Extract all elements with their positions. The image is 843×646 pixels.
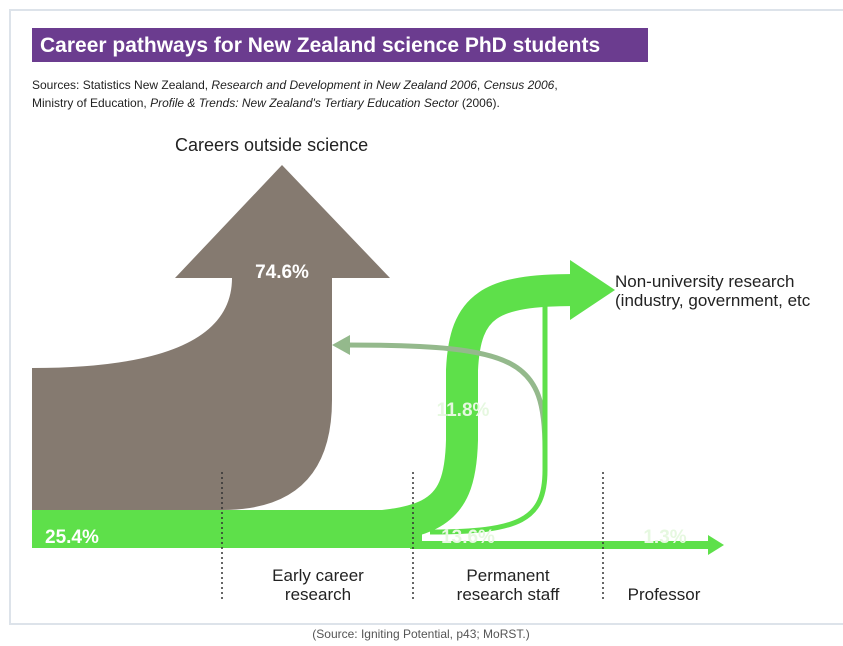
professor-share: 1.3%: [643, 527, 686, 548]
source-line: Ministry of Education, Profile & Trends:…: [32, 96, 500, 110]
nonuni-arrowhead: [570, 260, 615, 320]
stage-label: research staff: [457, 585, 560, 604]
stage-label: research: [285, 585, 351, 604]
source-segment: (2006).: [459, 96, 500, 110]
source-line: Sources: Statistics New Zealand, Researc…: [32, 78, 558, 92]
source-segment: Research and Development in New Zealand …: [211, 78, 477, 92]
title-bar: [32, 28, 648, 62]
stage-label: Permanent: [466, 566, 549, 585]
nonuni-flow: [299, 274, 576, 545]
source-segment: ,: [554, 78, 557, 92]
source-segment: Profile & Trends: New Zealand's Tertiary…: [150, 96, 459, 110]
start-share: 25.4%: [45, 527, 99, 548]
nonuni-label: Non-university research: [615, 272, 795, 291]
permanent-share: 13.6%: [441, 527, 495, 548]
source-segment: Sources: Statistics New Zealand,: [32, 78, 211, 92]
caption: (Source: Igniting Potential, p43; MoRST.…: [312, 627, 529, 641]
nonuni-share: 11.8%: [437, 400, 490, 421]
source-segment: Census 2006: [484, 78, 555, 92]
title: Career pathways for New Zealand science …: [40, 34, 600, 57]
stage-dividers: [221, 472, 604, 602]
return-arrowhead: [332, 335, 350, 355]
stage-label: Professor: [628, 585, 701, 604]
outside-label: Careers outside science: [175, 135, 368, 155]
outside-share: 74.6%: [255, 262, 309, 283]
nonuni-label: (industry, government, etc: [615, 291, 811, 310]
stage-label: Early career: [272, 566, 364, 585]
source-segment: ,: [477, 78, 484, 92]
outside-arrow: [32, 165, 390, 510]
permanent-up-flow: [429, 300, 548, 535]
permanent-up-arrowhead: [535, 288, 555, 302]
professor-arrowhead: [708, 535, 724, 555]
source-segment: Ministry of Education,: [32, 96, 150, 110]
professor-flow: [410, 541, 710, 549]
